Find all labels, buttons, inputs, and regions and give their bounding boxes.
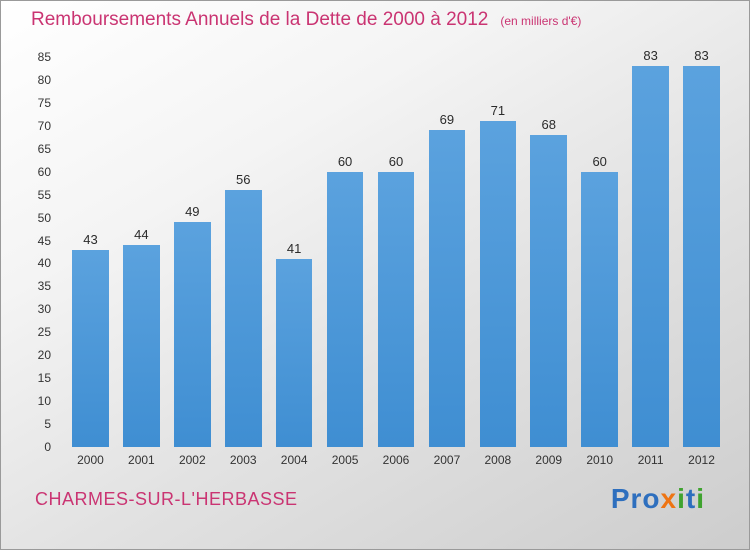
bar — [173, 222, 211, 447]
x-tick-label: 2009 — [535, 453, 563, 467]
bar — [123, 245, 160, 447]
bar-value-label: 60 — [592, 154, 607, 169]
bar-slot: 60 — [371, 154, 422, 447]
y-tick-label: 65 — [37, 141, 51, 156]
y-tick-label: 25 — [37, 325, 51, 340]
bar — [326, 172, 364, 447]
bar-value-label: 49 — [185, 204, 200, 219]
y-tick-label: 75 — [37, 95, 51, 110]
y-tick-label: 0 — [44, 440, 51, 454]
y-axis: 0 5 10 15 20 25 30 35 40 45 50 55 60 65 70 75 80 85 — [15, 50, 59, 454]
x-tick-label: 2007 — [433, 453, 461, 467]
y-tick-label: 5 — [44, 417, 51, 432]
bar-slot: 44 — [116, 227, 167, 447]
logo-letter: o — [642, 483, 661, 514]
logo-letter: P — [610, 483, 631, 514]
bar-slot: 56 — [218, 172, 269, 447]
x-tick-label: 2011 — [637, 453, 664, 467]
bar-chart: 0 5 10 15 20 25 30 35 40 45 50 55 60 65 70 75 80 85 43 44 4… — [15, 48, 733, 454]
x-tick-label: 2002 — [178, 453, 206, 467]
y-tick-label: 40 — [37, 256, 51, 271]
bar — [377, 172, 415, 447]
chart-title: Remboursements Annuels de la Dette de 20… — [31, 9, 489, 30]
bar-value-label: 60 — [337, 154, 353, 169]
logo-letter: i — [677, 483, 686, 514]
bar-slot: 71 — [472, 103, 523, 447]
bar — [72, 250, 109, 447]
bar-value-label: 68 — [541, 117, 556, 132]
bar — [479, 121, 517, 447]
y-tick-label: 85 — [37, 50, 51, 64]
y-tick-label: 15 — [37, 371, 51, 386]
x-tick-label: 2001 — [128, 453, 155, 467]
x-tick-label: 2006 — [382, 453, 410, 467]
x-tick-label: 2004 — [280, 453, 308, 467]
y-tick-label: 20 — [37, 348, 51, 363]
logo-letter: t — [685, 483, 697, 514]
bar-slot: 49 — [167, 204, 218, 447]
x-axis: 2000 2001 2002 2003 2004 2005 2006 2007 2008 2009… — [59, 453, 733, 467]
commune-name: CHARMES-SUR-L'HERBASSE — [35, 489, 298, 509]
y-tick-label: 80 — [37, 72, 51, 87]
x-tick-label: 2000 — [77, 453, 104, 467]
bar-value-label: 41 — [286, 241, 302, 256]
x-tick-label: 2005 — [331, 453, 359, 467]
bar — [275, 259, 313, 447]
logo-letter: r — [630, 483, 643, 514]
y-tick-label: 45 — [37, 233, 51, 248]
y-tick-label: 70 — [37, 118, 51, 133]
bar-slot: 69 — [421, 112, 472, 447]
bar-value-label: 43 — [83, 232, 98, 247]
y-tick-label: 10 — [37, 394, 51, 409]
bar — [632, 66, 669, 447]
bar-value-label: 44 — [134, 227, 149, 242]
bar-value-label: 71 — [490, 103, 506, 118]
bar-slot: 83 — [625, 48, 676, 447]
chart-subtitle: (en milliers d'€) — [500, 14, 582, 28]
proxiti-logo[interactable]: Proxiti — [611, 483, 705, 515]
bar — [581, 172, 618, 447]
x-tick-label: 2008 — [484, 453, 512, 467]
y-tick-label: 50 — [37, 210, 51, 225]
bar-value-label: 69 — [439, 112, 455, 127]
bar-slot: 43 — [65, 232, 116, 447]
bar-value-label: 83 — [643, 48, 658, 63]
y-tick-label: 55 — [37, 187, 51, 202]
bar — [224, 190, 262, 447]
x-tick-label: 2010 — [586, 453, 614, 467]
bar-value-label: 83 — [694, 48, 709, 63]
bar-value-label: 60 — [388, 154, 404, 169]
y-tick-label: 60 — [37, 164, 51, 179]
plot-area: 43 44 49 56 41 60 60 69 71 68 60 83 83 — [59, 48, 733, 447]
bar-slot: 41 — [269, 241, 320, 447]
bar-slot: 68 — [523, 117, 574, 447]
bar — [683, 66, 720, 447]
x-tick-label: 2003 — [229, 453, 257, 467]
y-tick-label: 35 — [37, 279, 51, 294]
bar-slot: 83 — [676, 48, 727, 447]
x-tick-label: 2012 — [688, 453, 715, 467]
y-tick-label: 30 — [37, 302, 51, 317]
bar — [428, 130, 466, 447]
logo-letter: x — [660, 483, 678, 514]
bar-slot: 60 — [320, 154, 371, 447]
chart-header: Remboursements Annuels de la Dette de 20… — [31, 9, 729, 31]
bar-slot: 60 — [574, 154, 625, 447]
logo-letter: i — [696, 483, 705, 514]
bar-value-label: 56 — [235, 172, 251, 187]
bar — [530, 135, 568, 447]
